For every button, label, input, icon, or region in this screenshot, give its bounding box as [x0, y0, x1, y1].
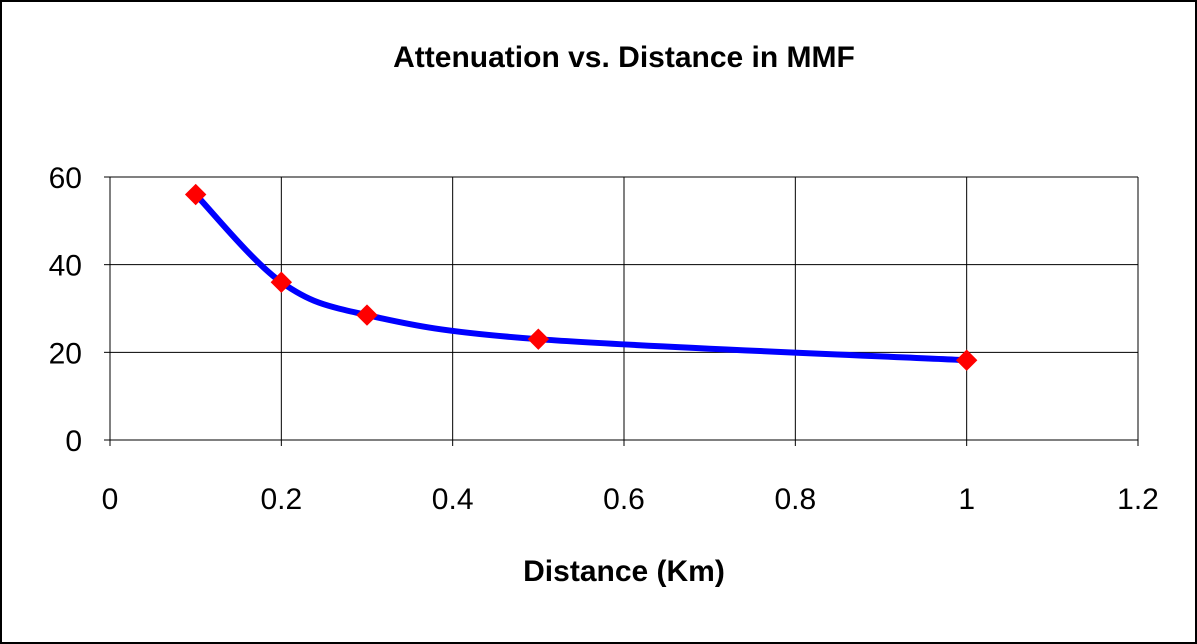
- series-line: [192, 191, 970, 364]
- plot-area: 0 20 40 60 0 0.2 0.4 0.6 0.8 1 1.2: [49, 162, 1159, 516]
- data-point-marker: [955, 349, 978, 371]
- x-tick-label: 1: [958, 483, 975, 516]
- x-axis-title: Distance (Km): [523, 555, 725, 588]
- x-tick-label: 0: [102, 483, 119, 516]
- x-tick-label: 0.4: [432, 483, 474, 516]
- y-tick-label: 40: [49, 250, 82, 283]
- data-point-marker: [184, 183, 207, 206]
- data-point-marker: [356, 304, 378, 326]
- x-tick-label: 0.8: [774, 483, 816, 516]
- y-tick-label: 60: [49, 162, 82, 195]
- data-point-marker: [270, 271, 293, 293]
- chart-title: Attenuation vs. Distance in MMF: [393, 41, 855, 74]
- data-point-marker: [527, 328, 550, 350]
- x-tick-label: 1.2: [1117, 483, 1159, 516]
- y-tick-label: 0: [65, 425, 82, 458]
- y-tick-label: 20: [49, 337, 82, 370]
- x-tick-label: 0.2: [260, 483, 302, 516]
- x-tick-label: 0.6: [603, 483, 645, 516]
